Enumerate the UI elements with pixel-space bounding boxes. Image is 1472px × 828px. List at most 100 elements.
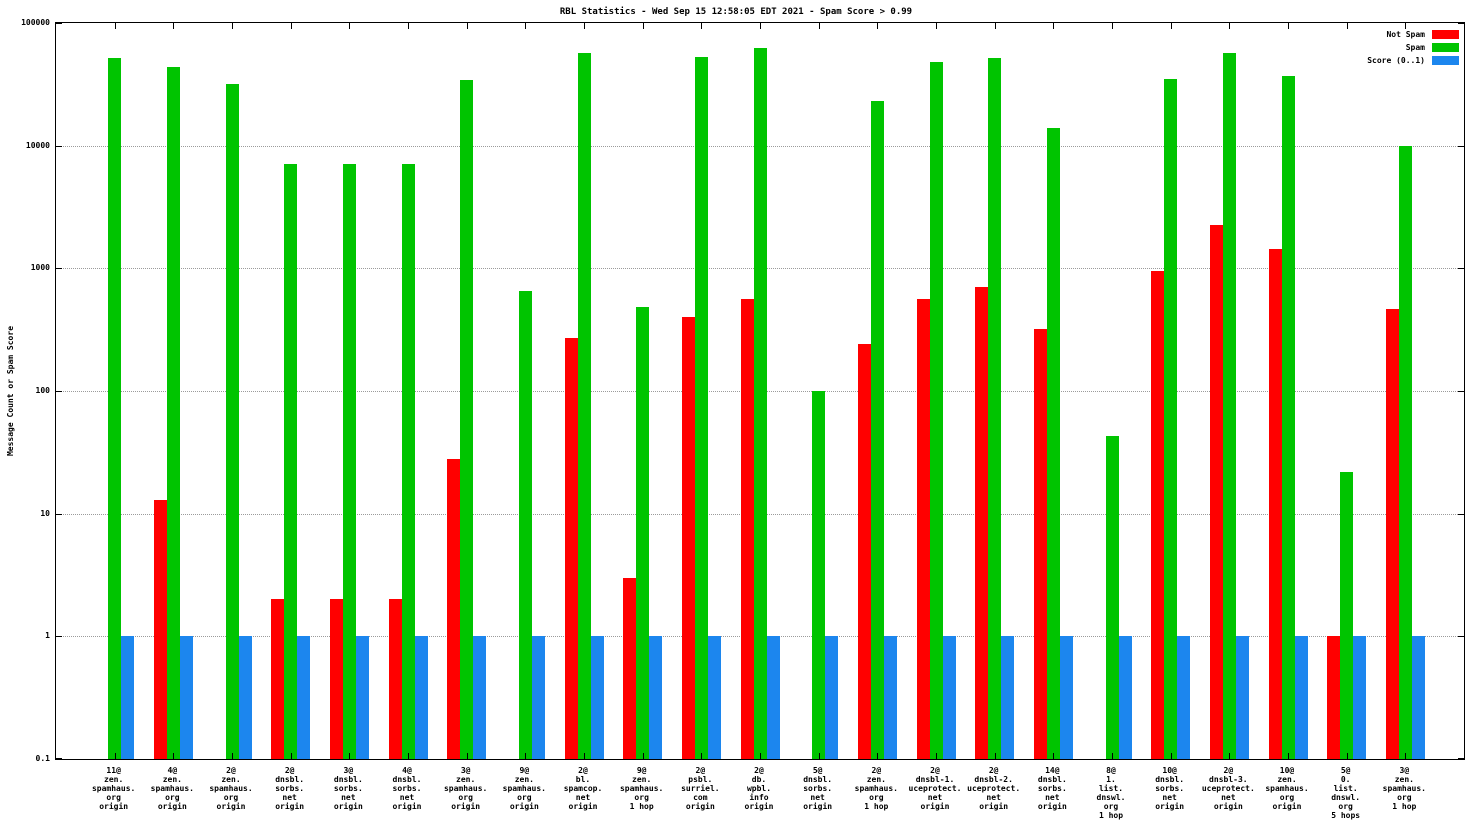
x-category-label-line: origin [392, 802, 422, 811]
x-axis-tick [290, 753, 292, 759]
x-category-label-line: spamhaus. [854, 784, 899, 793]
x-category-label-line: origin [1272, 802, 1302, 811]
x-axis-tick [1405, 23, 1407, 29]
x-category-label: 2@ dnsbl-1. uceprotect. net origin [909, 766, 962, 811]
x-category-label-line: org [1397, 793, 1412, 802]
y-axis-tick [1458, 391, 1464, 392]
x-category-label: 2@ zen. spamhaus. org origin [209, 766, 252, 811]
x-category-label-line: org [165, 793, 180, 802]
x-axis-tick [994, 753, 996, 759]
x-category-label: 2@ dnsbl-3. uceprotect. net origin [1202, 766, 1255, 811]
bar-score-0-1 [766, 636, 780, 759]
bar-score-0-1 [1294, 636, 1308, 759]
x-category-label-line: spamhaus. [502, 784, 547, 793]
bar-score-0-1 [707, 636, 721, 759]
bar-spam [929, 62, 943, 759]
x-axis-tick [173, 753, 175, 759]
x-category-label-line: uceprotect. [908, 784, 962, 793]
x-category-label-line: spamcop. [563, 784, 603, 793]
bar-not-spam [329, 599, 343, 759]
bar-spam [401, 163, 415, 759]
x-axis-tick [1346, 23, 1348, 29]
y-axis-tick [1458, 513, 1464, 515]
bar-not-spam [1209, 225, 1223, 759]
x-category-label-line: zen. [1277, 775, 1297, 784]
x-category-label-line: spamhaus. [443, 784, 488, 793]
x-category-label-line: origin [451, 802, 481, 811]
x-category-label-line: 5@ [812, 766, 823, 775]
x-category-label: 3@ dnsbl. sorbs. net origin [334, 766, 363, 811]
x-category-label: 2@ zen. spamhaus. org 1 hop [855, 766, 898, 811]
x-category-label-line: 2@ [695, 766, 706, 775]
bar-spam [1222, 52, 1236, 759]
x-axis-category-labels: 11@ zen. spamhaus. org origin 4@ zen. spamhaus.… [55, 766, 1465, 826]
legend-label: Not Spam [1386, 30, 1425, 39]
x-category-label-line: spamhaus. [1382, 784, 1427, 793]
x-category-label-line: 2@ [578, 766, 588, 775]
x-category-label-line: origin [920, 802, 950, 811]
x-category-label-line: 10@ [1162, 766, 1177, 775]
x-category-label-line: zen. [104, 775, 124, 784]
bar-score-0-1 [121, 636, 135, 759]
x-axis-tick [1288, 23, 1289, 29]
bar-spam [1281, 75, 1295, 759]
x-category-label-line: zen. [1394, 775, 1414, 784]
bar-score-0-1 [1177, 636, 1191, 759]
x-category-label-line: spamhaus. [619, 784, 664, 793]
bar-spam [108, 57, 122, 759]
x-axis-tick [466, 753, 468, 759]
y-tick-label: 100000 [21, 18, 50, 27]
x-axis-tick [760, 23, 761, 29]
x-category-label-line: origin [979, 802, 1009, 811]
x-axis-tick [994, 23, 996, 29]
x-category-label-line: 1 hop [1098, 811, 1124, 820]
x-axis-tick [408, 23, 409, 29]
x-axis-tick [936, 23, 937, 29]
bar-score-0-1 [942, 636, 956, 759]
x-category-label-line: net [399, 793, 415, 802]
x-category-label-line: origin [333, 802, 363, 811]
bar-spam [1105, 435, 1119, 759]
x-axis-tick [1170, 753, 1172, 759]
x-axis-tick [1053, 23, 1055, 29]
x-category-label-line: dnsbl. [392, 775, 422, 784]
x-category-label-line: org [223, 793, 239, 802]
x-category-label-line: spamhaus. [209, 784, 253, 793]
x-axis-tick [349, 753, 351, 759]
x-category-label-line: info [749, 793, 769, 802]
x-axis-tick [701, 23, 703, 29]
x-category-label-line: 9@ [636, 766, 647, 775]
x-category-label-line: psbl. [688, 775, 713, 784]
x-category-label-line: origin [685, 802, 715, 811]
bar-score-0-1 [297, 636, 311, 759]
x-category-label-line: 1 hop [864, 802, 889, 811]
bar-spam [694, 56, 708, 759]
x-category-label-line: 1. [1106, 775, 1116, 784]
x-category-label-line: 14@ [1045, 766, 1060, 775]
bar-not-spam [1327, 636, 1341, 759]
x-category-label-line: 0. [1340, 775, 1351, 784]
x-category-label-line: 11@ [106, 766, 121, 775]
x-axis-tick [642, 753, 644, 759]
x-category-label-line: org [869, 793, 884, 802]
x-category-label-line: org [634, 793, 649, 802]
x-category-label-line: zen. [221, 775, 241, 784]
x-axis-tick [584, 23, 585, 29]
bar-not-spam [975, 287, 989, 759]
bar-spam [1398, 145, 1412, 759]
bar-score-0-1 [590, 636, 604, 759]
bar-spam [225, 83, 239, 759]
x-category-label-line: 3@ [460, 766, 471, 775]
x-category-label-line: dnsbl. [275, 775, 305, 784]
y-axis-tick [56, 636, 62, 638]
bar-spam [812, 391, 826, 759]
bar-score-0-1 [1235, 636, 1249, 759]
y-axis-tick [1458, 145, 1464, 147]
bar-spam [1340, 471, 1354, 759]
y-tick-label: 1000 [30, 263, 50, 273]
x-category-label: 5@ dnsbl. sorbs. net origin [803, 766, 832, 811]
x-axis-tick [1053, 753, 1055, 759]
bar-not-spam [681, 317, 695, 759]
x-axis-tick [877, 753, 879, 759]
